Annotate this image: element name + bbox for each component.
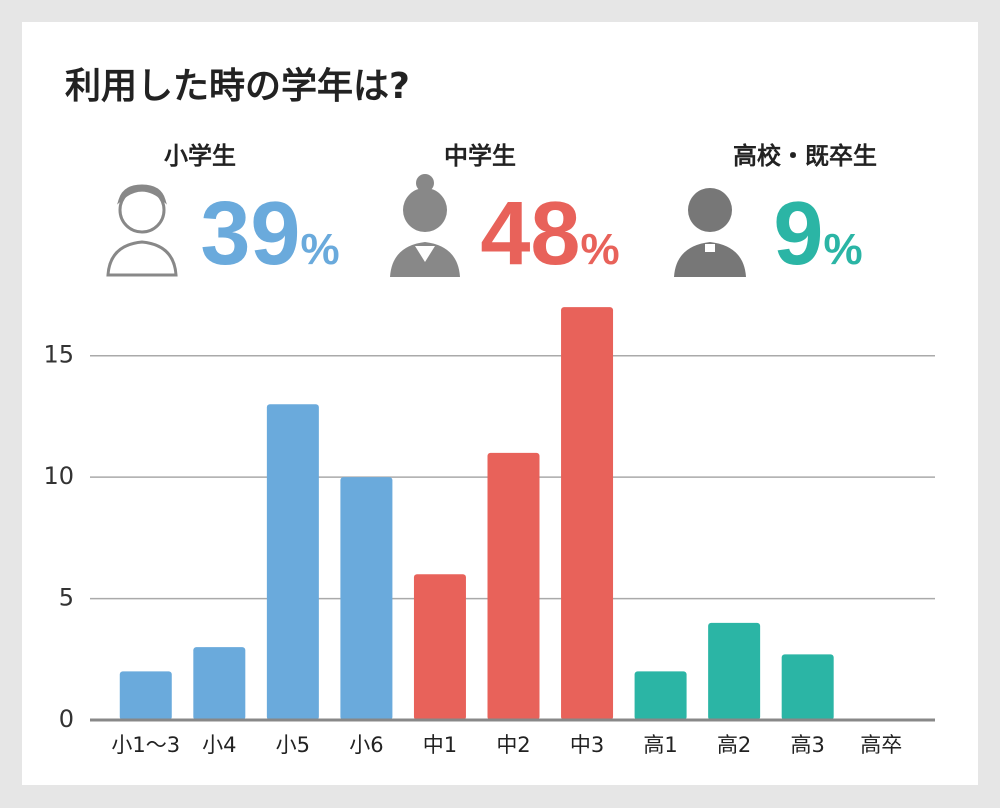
x-tick-label: 中3 [570, 733, 604, 757]
x-tick-label: 高1 [643, 733, 677, 757]
bar [487, 452, 540, 720]
summary-label: 高校・既卒生 [733, 142, 877, 170]
icon-junior-high [390, 174, 460, 277]
x-tick-label: 中1 [423, 733, 457, 757]
chart-title: 利用した時の学年は? [65, 65, 410, 107]
icon-high-school [674, 188, 746, 277]
y-tick-label: 5 [59, 584, 74, 612]
bar [193, 647, 246, 720]
summary-number: 48 [480, 184, 580, 284]
x-tick-label: 小6 [349, 733, 383, 757]
summary-number: 9 [773, 184, 823, 284]
summary-value: 48% [480, 184, 619, 284]
y-tick-label: 15 [43, 341, 74, 369]
bar [708, 622, 761, 720]
x-tick-label: 高3 [790, 733, 824, 757]
x-tick-label: 中2 [496, 733, 530, 757]
summary-value: 9% [773, 184, 862, 284]
y-tick-label: 0 [59, 705, 74, 733]
summary-unit: % [580, 225, 619, 274]
summary-unit: % [300, 225, 339, 274]
summary-value: 39% [200, 184, 339, 284]
summary-label: 小学生 [164, 142, 236, 170]
summary-label: 中学生 [444, 142, 516, 170]
x-tick-label: 小4 [202, 733, 236, 757]
bar [340, 477, 393, 720]
summary-number: 39 [200, 184, 300, 284]
bar [634, 671, 687, 720]
y-tick-label: 10 [43, 462, 74, 490]
bar [119, 671, 172, 720]
summary-unit: % [823, 225, 862, 274]
bar [413, 574, 466, 720]
x-tick-label: 小1～3 [111, 733, 180, 757]
x-tick-label: 高卒 [860, 733, 902, 757]
bar [266, 404, 319, 720]
x-tick-label: 高2 [717, 733, 751, 757]
x-tick-label: 小5 [276, 733, 310, 757]
bar [781, 654, 834, 720]
bar [561, 307, 614, 720]
icon-elementary [106, 184, 178, 277]
